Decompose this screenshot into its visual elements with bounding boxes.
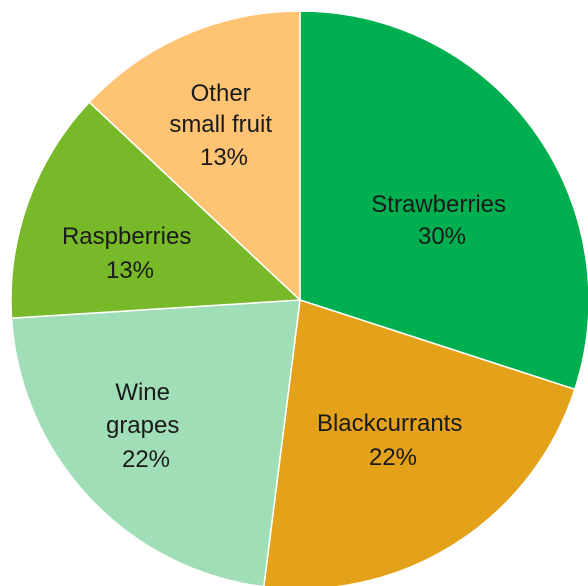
pie-slice-blackcurrants [263,299,576,586]
slice-name-other-line2: small fruit [169,111,272,138]
pie-slice-wine-grapes [10,299,301,586]
slice-label-strawberries: Strawberries 30% [371,191,512,250]
slice-label-wine-grapes: Wine grapes 22% [106,379,186,473]
slice-percent-strawberries: 30% [418,223,466,250]
pie-slice-strawberries [299,10,588,391]
slice-name-blackcurrants: Blackcurrants [317,410,462,437]
slice-name-wine-grapes-line1: Wine [115,379,170,406]
slice-label-raspberries: Raspberries 13% [62,223,198,284]
pie-labels: Strawberries 30% Blackcurrants 22% Wine … [62,80,512,473]
pie-slice-other-small-fruit [88,10,301,302]
slice-name-wine-grapes-line2: grapes [106,412,179,439]
slice-percent-other-small-fruit: 13% [200,144,248,171]
pie-slices [10,10,588,586]
slice-percent-raspberries: 13% [106,257,154,284]
slice-percent-blackcurrants: 22% [369,444,417,471]
pie-slice-raspberries [10,101,302,319]
slice-name-other-line1: Other [191,80,251,107]
slice-name-raspberries: Raspberries [62,223,191,250]
slice-percent-wine-grapes: 22% [122,446,170,473]
slice-label-other-small-fruit: Other small fruit 13% [169,80,278,171]
slice-name-strawberries: Strawberries [371,191,506,218]
slice-label-blackcurrants: Blackcurrants 22% [317,410,469,471]
